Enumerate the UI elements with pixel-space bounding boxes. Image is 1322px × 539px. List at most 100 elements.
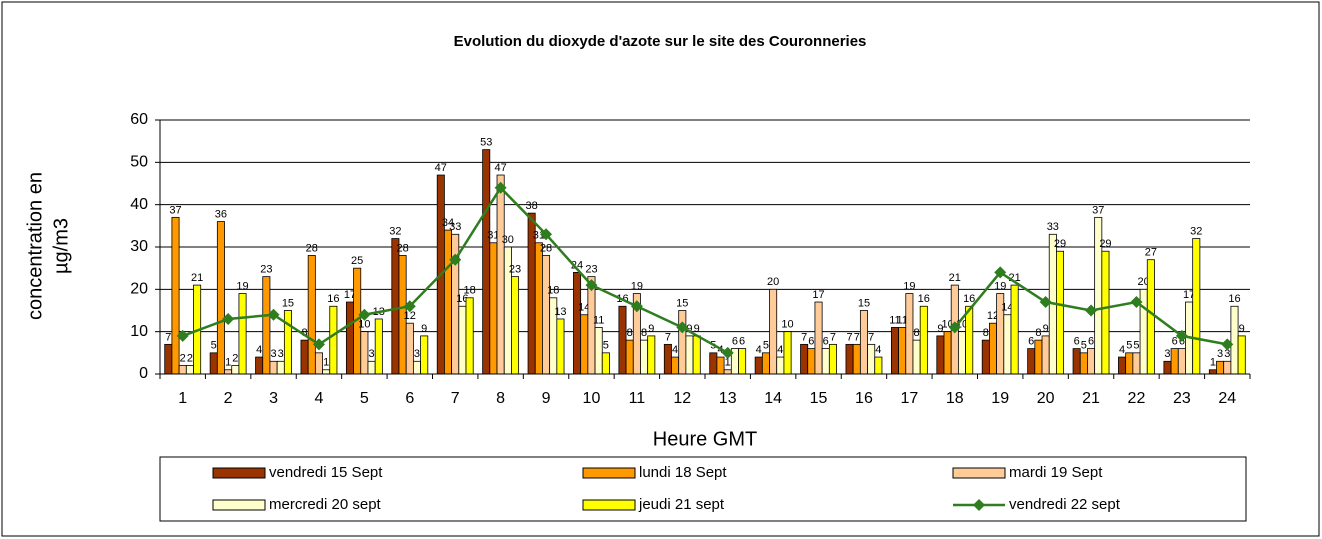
bar: [814, 301, 823, 375]
value-label: 6: [1074, 336, 1080, 348]
value-label: 23: [585, 264, 597, 276]
bar: [1230, 305, 1239, 375]
y-tick-label: 10: [130, 323, 148, 340]
bar: [1079, 352, 1088, 375]
value-label: 5: [1133, 340, 1139, 352]
bar: [965, 305, 974, 375]
bar: [1072, 348, 1081, 375]
value-label: 9: [421, 323, 427, 335]
marker: [585, 279, 598, 292]
bar: [276, 360, 285, 375]
bar: [178, 365, 187, 375]
bar: [807, 348, 816, 375]
bar: [663, 343, 672, 375]
value-label: 21: [949, 272, 961, 284]
value-label: 16: [456, 293, 468, 305]
bar: [1216, 360, 1225, 375]
value-label: 8: [627, 327, 633, 339]
bar: [1208, 369, 1217, 375]
bar: [957, 331, 966, 375]
y-axis-title-line: concentration en: [24, 172, 46, 320]
value-label: 2: [232, 352, 238, 364]
marker: [721, 346, 734, 359]
value-label: 16: [918, 293, 930, 305]
value-label: 14: [1001, 302, 1013, 314]
bar: [580, 314, 589, 375]
value-label: 11: [593, 314, 604, 326]
value-label: 4: [777, 344, 783, 356]
value-label: 19: [903, 280, 915, 292]
bar: [262, 276, 271, 375]
value-label: 19: [994, 280, 1006, 292]
bar: [1132, 352, 1141, 375]
bar: [989, 322, 998, 375]
bar: [867, 343, 876, 375]
bar: [1170, 348, 1179, 375]
marker: [449, 253, 462, 266]
value-label: 7: [665, 331, 671, 343]
bar: [322, 369, 331, 375]
bar: [542, 255, 551, 375]
value-label: 7: [854, 331, 860, 343]
legend-marker: [973, 499, 985, 511]
value-label: 5: [603, 340, 609, 352]
bar: [828, 343, 837, 375]
bar: [269, 360, 278, 375]
bar: [716, 356, 725, 375]
legend-swatch: [582, 499, 636, 511]
value-label: 28: [306, 242, 318, 254]
value-label: 3: [1164, 348, 1170, 360]
value-label: 30: [502, 234, 514, 246]
value-label: 6: [808, 336, 814, 348]
value-label: 34: [442, 217, 454, 229]
value-label: 13: [554, 306, 566, 318]
bar: [573, 271, 582, 375]
x-axis-title: Heure GMT: [653, 428, 757, 450]
value-label: 5: [1081, 340, 1087, 352]
value-label: 6: [823, 336, 829, 348]
value-label: 10: [781, 319, 793, 331]
value-label: 7: [165, 331, 171, 343]
bar: [890, 327, 899, 375]
x-tick-label: 9: [542, 390, 551, 407]
bar: [1223, 360, 1232, 375]
bar: [783, 331, 792, 375]
value-label: 3: [278, 348, 284, 360]
bar: [647, 335, 656, 375]
bar: [224, 369, 233, 375]
marker: [540, 228, 553, 241]
bar: [685, 335, 694, 375]
bar: [905, 293, 914, 375]
bar: [489, 242, 498, 375]
legend-swatch: [582, 467, 636, 479]
value-label: 9: [694, 323, 700, 335]
value-label: 6: [1028, 336, 1034, 348]
value-label: 37: [169, 204, 181, 216]
value-label: 17: [344, 289, 356, 301]
bar: [209, 352, 218, 375]
bar: [283, 310, 292, 375]
value-label: 9: [1043, 323, 1049, 335]
bar: [458, 305, 467, 375]
marker: [358, 308, 371, 321]
value-label: 3: [369, 348, 375, 360]
x-tick-label: 4: [315, 390, 324, 407]
legend-swatch: [212, 499, 266, 511]
bar: [405, 322, 414, 375]
bar: [1010, 284, 1019, 375]
value-label: 7: [830, 331, 836, 343]
value-label: 3: [414, 348, 420, 360]
value-label: 15: [282, 297, 294, 309]
bar: [912, 339, 921, 375]
bar: [936, 335, 945, 375]
bar: [769, 288, 778, 375]
bar: [723, 369, 732, 375]
x-tick-label: 12: [673, 390, 691, 407]
marker: [312, 338, 325, 351]
value-label: 8: [914, 327, 920, 339]
y-tick-label: 0: [139, 365, 148, 382]
bar: [511, 276, 520, 375]
bar: [255, 356, 264, 375]
bar: [671, 356, 680, 375]
